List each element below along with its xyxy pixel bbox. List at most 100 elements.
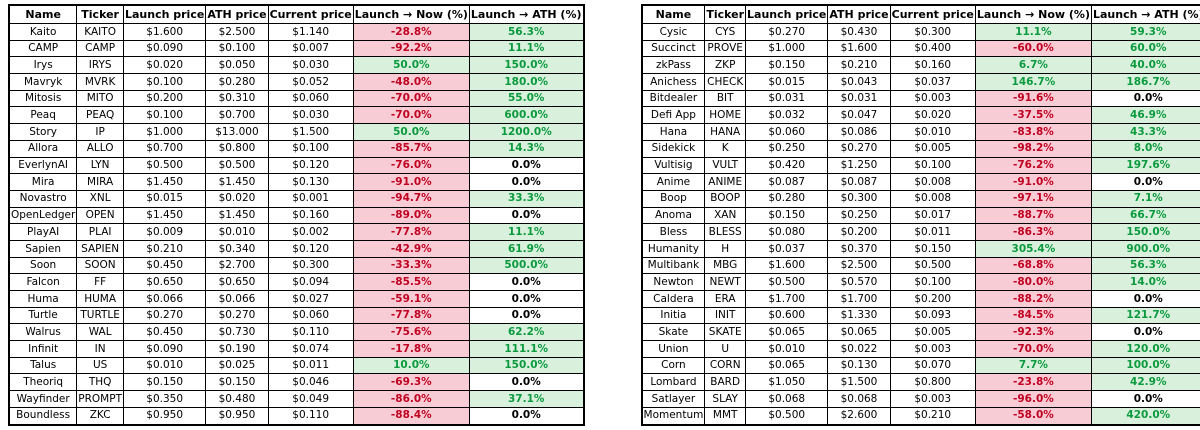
- cell-ticker: FF: [76, 273, 124, 291]
- cell-current-price: $0.005: [889, 139, 976, 158]
- cell-ath-price: $2.600: [827, 406, 891, 426]
- cell-ath-price: $1.450: [205, 206, 269, 225]
- cell-launch-to-now-pct: -60.0%: [974, 39, 1092, 58]
- cell-launch-to-now-pct: 305.4%: [974, 239, 1092, 258]
- cell-launch-price: $0.090: [122, 39, 207, 58]
- token-table-left: Name Ticker Launch price ATH price Current p…: [8, 4, 585, 426]
- cell-ticker: HUMA: [76, 290, 124, 308]
- cell-ticker: MITO: [76, 89, 124, 108]
- cell-launch-price: $0.032: [745, 106, 829, 125]
- cell-launch-to-ath-pct: 0.0%: [468, 206, 585, 225]
- cell-launch-to-ath-pct: 0.0%: [468, 173, 585, 191]
- cell-ath-price: $0.100: [205, 39, 269, 58]
- cell-ath-price: $0.250: [827, 206, 891, 225]
- cell-launch-to-now-pct: -84.5%: [974, 306, 1092, 325]
- cell-current-price: $0.037: [889, 73, 976, 91]
- cell-ticker: PROMPT: [76, 390, 124, 408]
- cell-launch-to-ath-pct: 11.1%: [468, 223, 585, 241]
- table-row: Multibank MBG $1.600 $2.500 $0.500 -68.8% 56.3…: [641, 256, 1200, 275]
- cell-current-price: $0.001: [267, 189, 354, 208]
- cell-current-price: $0.010: [889, 123, 976, 141]
- cell-launch-to-now-pct: -37.5%: [974, 106, 1092, 125]
- cell-ath-price: $1.330: [827, 306, 891, 325]
- cell-launch-to-ath-pct: 14.0%: [1090, 273, 1200, 291]
- cell-ath-price: $0.025: [205, 356, 269, 375]
- cell-launch-to-now-pct: -94.7%: [352, 189, 470, 208]
- cell-launch-price: $0.450: [122, 256, 207, 275]
- cell-launch-to-ath-pct: 55.0%: [468, 89, 585, 108]
- cell-name: Turtle: [8, 306, 78, 325]
- cell-name: EverlynAI: [8, 156, 78, 175]
- cell-ticker: SLAY: [704, 390, 747, 408]
- cell-launch-price: $1.600: [745, 256, 829, 275]
- cell-ticker: BLESS: [704, 223, 747, 241]
- cell-current-price: $0.300: [267, 256, 354, 275]
- cell-launch-to-now-pct: -77.8%: [352, 223, 470, 241]
- cell-launch-to-now-pct: -98.2%: [974, 139, 1092, 158]
- cell-current-price: $0.300: [889, 23, 976, 41]
- cell-ticker: INIT: [704, 306, 747, 325]
- cell-launch-price: $0.350: [122, 390, 207, 408]
- cell-ticker: KAITO: [76, 23, 124, 41]
- cell-ticker: IRYS: [76, 56, 124, 75]
- cell-launch-to-now-pct: 50.0%: [352, 123, 470, 141]
- cell-launch-to-now-pct: -96.0%: [974, 390, 1092, 408]
- cell-ticker: SOON: [76, 256, 124, 275]
- cell-launch-price: $1.000: [122, 123, 207, 141]
- cell-launch-to-ath-pct: 0.0%: [1090, 323, 1200, 342]
- table-row: Story IP $1.000 $13.000 $1.500 50.0% 1200.0%: [8, 123, 585, 141]
- cell-launch-to-now-pct: -88.2%: [974, 290, 1092, 308]
- table-row: Sidekick K $0.250 $0.270 $0.005 -98.2% 8.0%: [641, 139, 1200, 158]
- table-row: Anichess CHECK $0.015 $0.043 $0.037 146.7% 186…: [641, 73, 1200, 91]
- cell-launch-to-now-pct: -75.6%: [352, 323, 470, 342]
- cell-ath-price: $0.270: [827, 139, 891, 158]
- cell-launch-to-now-pct: 146.7%: [974, 73, 1092, 91]
- cell-launch-price: $0.100: [122, 73, 207, 91]
- cell-ticker: XAN: [704, 206, 747, 225]
- cell-name: Anichess: [641, 73, 706, 91]
- cell-launch-to-ath-pct: 420.0%: [1090, 406, 1200, 426]
- cell-launch-to-ath-pct: 11.1%: [468, 39, 585, 58]
- cell-current-price: $0.400: [889, 39, 976, 58]
- cell-ath-price: $0.065: [827, 323, 891, 342]
- cell-current-price: $0.002: [267, 223, 354, 241]
- cell-launch-to-now-pct: -48.0%: [352, 73, 470, 91]
- cell-ticker: BIT: [704, 89, 747, 108]
- cell-current-price: $0.120: [267, 239, 354, 258]
- cell-launch-price: $0.500: [745, 406, 829, 426]
- table-row: Allora ALLO $0.700 $0.800 $0.100 -85.7% 14.3%: [8, 139, 585, 158]
- cell-ticker: MMT: [704, 406, 747, 426]
- cell-ticker: CHECK: [704, 73, 747, 91]
- cell-ticker: CYS: [704, 23, 747, 41]
- cell-current-price: $0.049: [267, 390, 354, 408]
- table-row: Humanity H $0.037 $0.370 $0.150 305.4% 900.0%: [641, 239, 1200, 258]
- cell-current-price: $0.003: [889, 340, 976, 358]
- cell-launch-to-now-pct: -85.5%: [352, 273, 470, 291]
- cell-ath-price: $0.086: [827, 123, 891, 141]
- cell-current-price: $0.500: [889, 256, 976, 275]
- cell-launch-price: $0.270: [745, 23, 829, 41]
- cell-launch-price: $0.031: [745, 89, 829, 108]
- cell-ticker: ERA: [704, 290, 747, 308]
- cell-launch-to-ath-pct: 56.3%: [468, 23, 585, 41]
- cell-ticker: THQ: [76, 373, 124, 392]
- cell-launch-to-now-pct: -92.3%: [974, 323, 1092, 342]
- cell-current-price: $0.130: [267, 173, 354, 191]
- cell-ticker: SAPIEN: [76, 239, 124, 258]
- cell-launch-to-now-pct: -83.8%: [974, 123, 1092, 141]
- cell-launch-to-ath-pct: 0.0%: [468, 156, 585, 175]
- cell-current-price: $0.800: [889, 373, 976, 392]
- cell-launch-price: $0.450: [122, 323, 207, 342]
- cell-launch-to-now-pct: -42.9%: [352, 239, 470, 258]
- cell-name: Peaq: [8, 106, 78, 125]
- cell-launch-price: $0.068: [745, 390, 829, 408]
- cell-name: CAMP: [8, 39, 78, 58]
- cell-name: Walrus: [8, 323, 78, 342]
- cell-current-price: $0.110: [267, 323, 354, 342]
- table-row: Boop BOOP $0.280 $0.300 $0.008 -97.1% 7.1%: [641, 189, 1200, 208]
- table-row: Soon SOON $0.450 $2.700 $0.300 -33.3% 500.0%: [8, 256, 585, 275]
- cell-launch-price: $0.600: [745, 306, 829, 325]
- cell-launch-price: $0.250: [745, 139, 829, 158]
- cell-ticker: SKATE: [704, 323, 747, 342]
- col-header-current-price: Current price: [267, 4, 354, 24]
